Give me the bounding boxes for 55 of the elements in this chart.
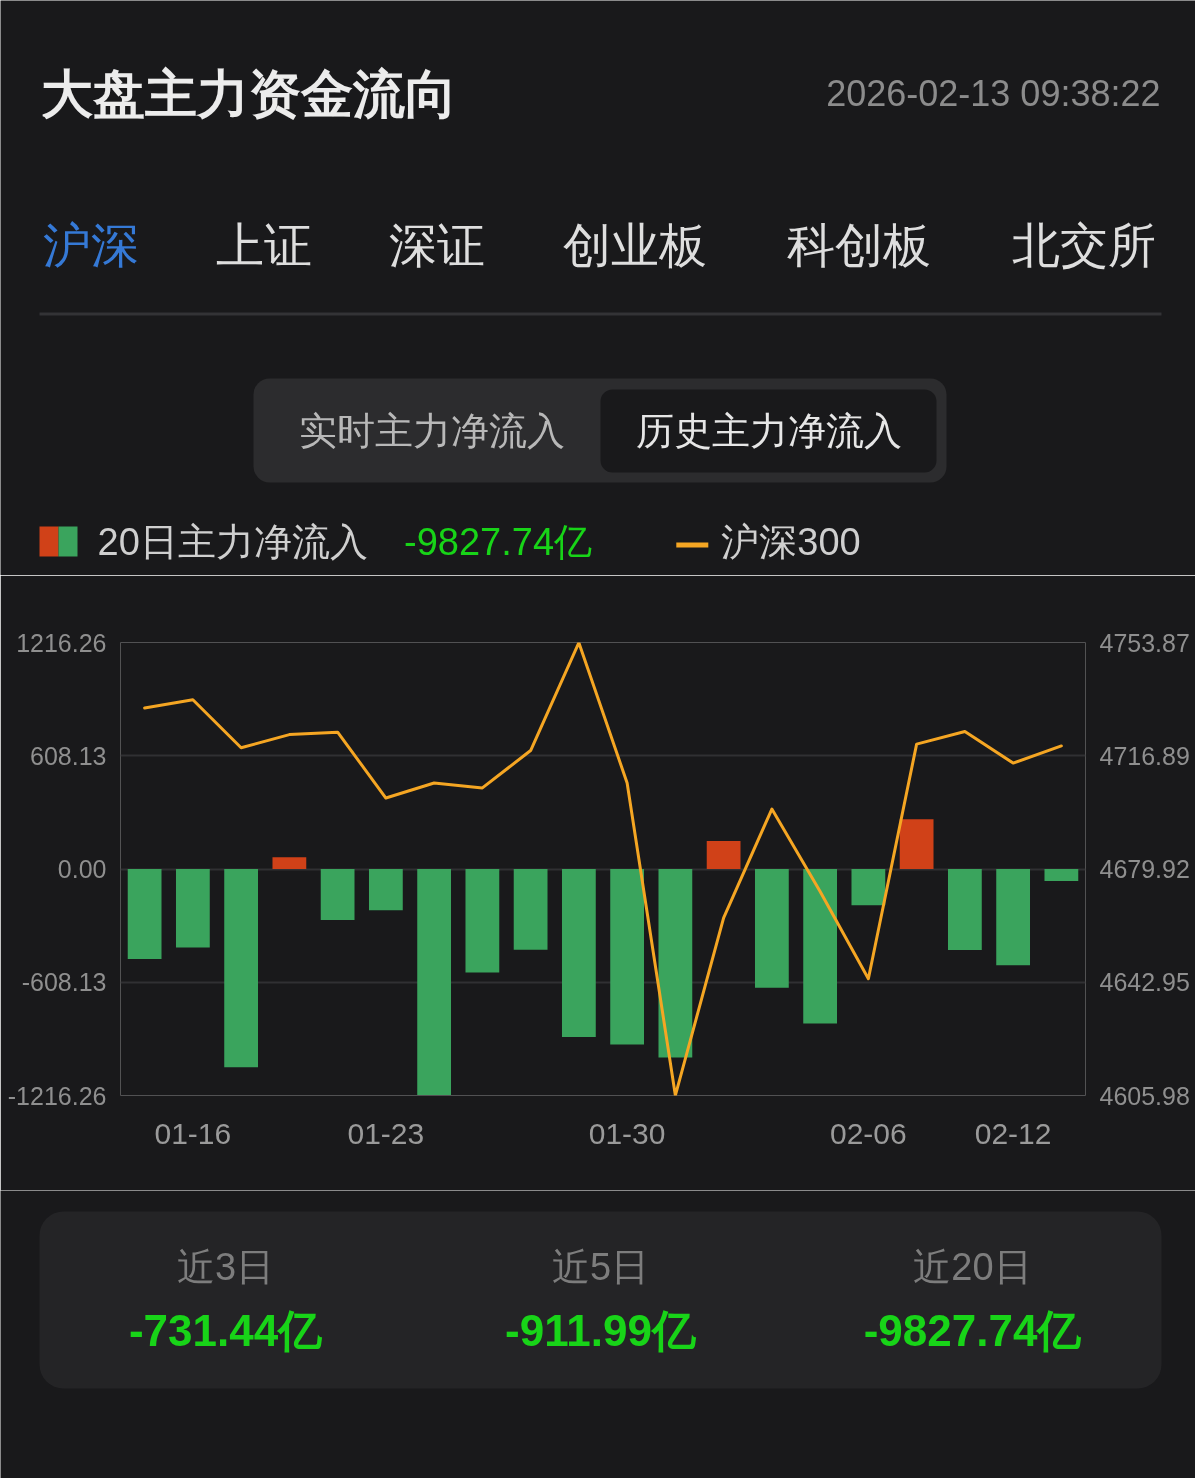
bar (996, 869, 1031, 966)
y2-tick-label: 4753.87 (1099, 628, 1190, 657)
legend-label: 沪深300 (721, 520, 861, 563)
bar (803, 869, 838, 1024)
y-tick-label: 1216.26 (16, 628, 107, 657)
bar (706, 841, 741, 869)
bar (1044, 869, 1079, 881)
text: 创业板 (562, 219, 707, 272)
bar (754, 869, 789, 988)
text: -911.99亿 (505, 1306, 697, 1355)
text: -9827.74亿 (863, 1306, 1083, 1355)
text: 上证 (215, 219, 312, 272)
text: 近20日 (913, 1245, 1032, 1288)
text: 科创板 (786, 219, 931, 272)
bar (610, 869, 645, 1045)
bar (175, 869, 210, 948)
y-tick-label: 608.13 (30, 741, 107, 770)
bar (368, 869, 403, 911)
bar (127, 869, 162, 959)
text: -9827.74亿 (404, 520, 593, 563)
text: 沪深 (42, 219, 139, 272)
x-tick-label: 01-16 (154, 1116, 232, 1150)
legend-label: 20日主力净流入 (97, 520, 368, 563)
bar (561, 869, 596, 1037)
y-tick-label: -608.13 (21, 968, 107, 997)
text: 近5日 (551, 1245, 650, 1288)
bar (658, 869, 693, 1058)
text: 北交所 (1011, 219, 1156, 272)
y-tick-label: 0.00 (57, 855, 107, 883)
line-series (143, 642, 1063, 1096)
bar (947, 869, 982, 951)
x-tick-label: 01-30 (588, 1116, 666, 1150)
bar (851, 869, 886, 906)
bar (417, 869, 452, 1096)
bar (513, 869, 548, 950)
y2-tick-label: 4716.89 (1099, 741, 1190, 770)
text: 实时主力净流入 (298, 409, 565, 452)
text: -731.44亿 (128, 1306, 324, 1355)
chart-subtitle: 2026-02-13 09:38:22 (826, 73, 1161, 114)
bar (224, 869, 259, 1068)
y2-tick-label: 4679.92 (1099, 855, 1190, 884)
y-tick-label: -1216.26 (7, 1081, 107, 1110)
chart-title: 大盘主力资金流向 (40, 64, 457, 123)
bar (320, 869, 355, 921)
text: 深证 (388, 219, 485, 272)
text: 历史主力净流入 (635, 409, 902, 452)
x-tick-label: 02-06 (830, 1116, 907, 1150)
x-tick-label: 01-23 (347, 1116, 425, 1150)
bar (272, 857, 307, 869)
bar (465, 869, 500, 973)
y2-tick-label: 4605.98 (1099, 1081, 1190, 1110)
y2-tick-label: 4642.95 (1099, 968, 1190, 997)
x-tick-label: 02-12 (974, 1116, 1052, 1150)
text: 近3日 (176, 1245, 275, 1288)
bar (899, 819, 934, 869)
